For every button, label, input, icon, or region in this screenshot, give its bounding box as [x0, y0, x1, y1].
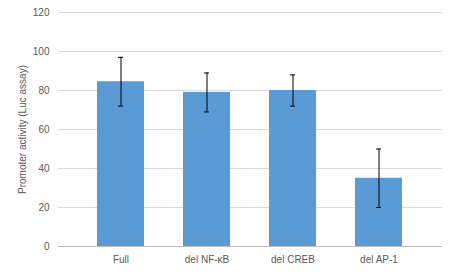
svg-text:40: 40 — [38, 163, 50, 174]
svg-text:del NF-κB: del NF-κB — [185, 254, 230, 265]
svg-text:100: 100 — [33, 46, 50, 57]
svg-text:20: 20 — [38, 202, 50, 213]
svg-text:del AP-1: del AP-1 — [360, 254, 398, 265]
svg-text:120: 120 — [33, 7, 50, 18]
svg-text:80: 80 — [38, 85, 50, 96]
svg-text:Full: Full — [113, 254, 129, 265]
svg-text:Promoter activity (Luc assay): Promoter activity (Luc assay) — [17, 65, 28, 194]
svg-text:60: 60 — [38, 124, 50, 135]
svg-text:del CREB: del CREB — [271, 254, 315, 265]
svg-text:0: 0 — [44, 241, 50, 252]
